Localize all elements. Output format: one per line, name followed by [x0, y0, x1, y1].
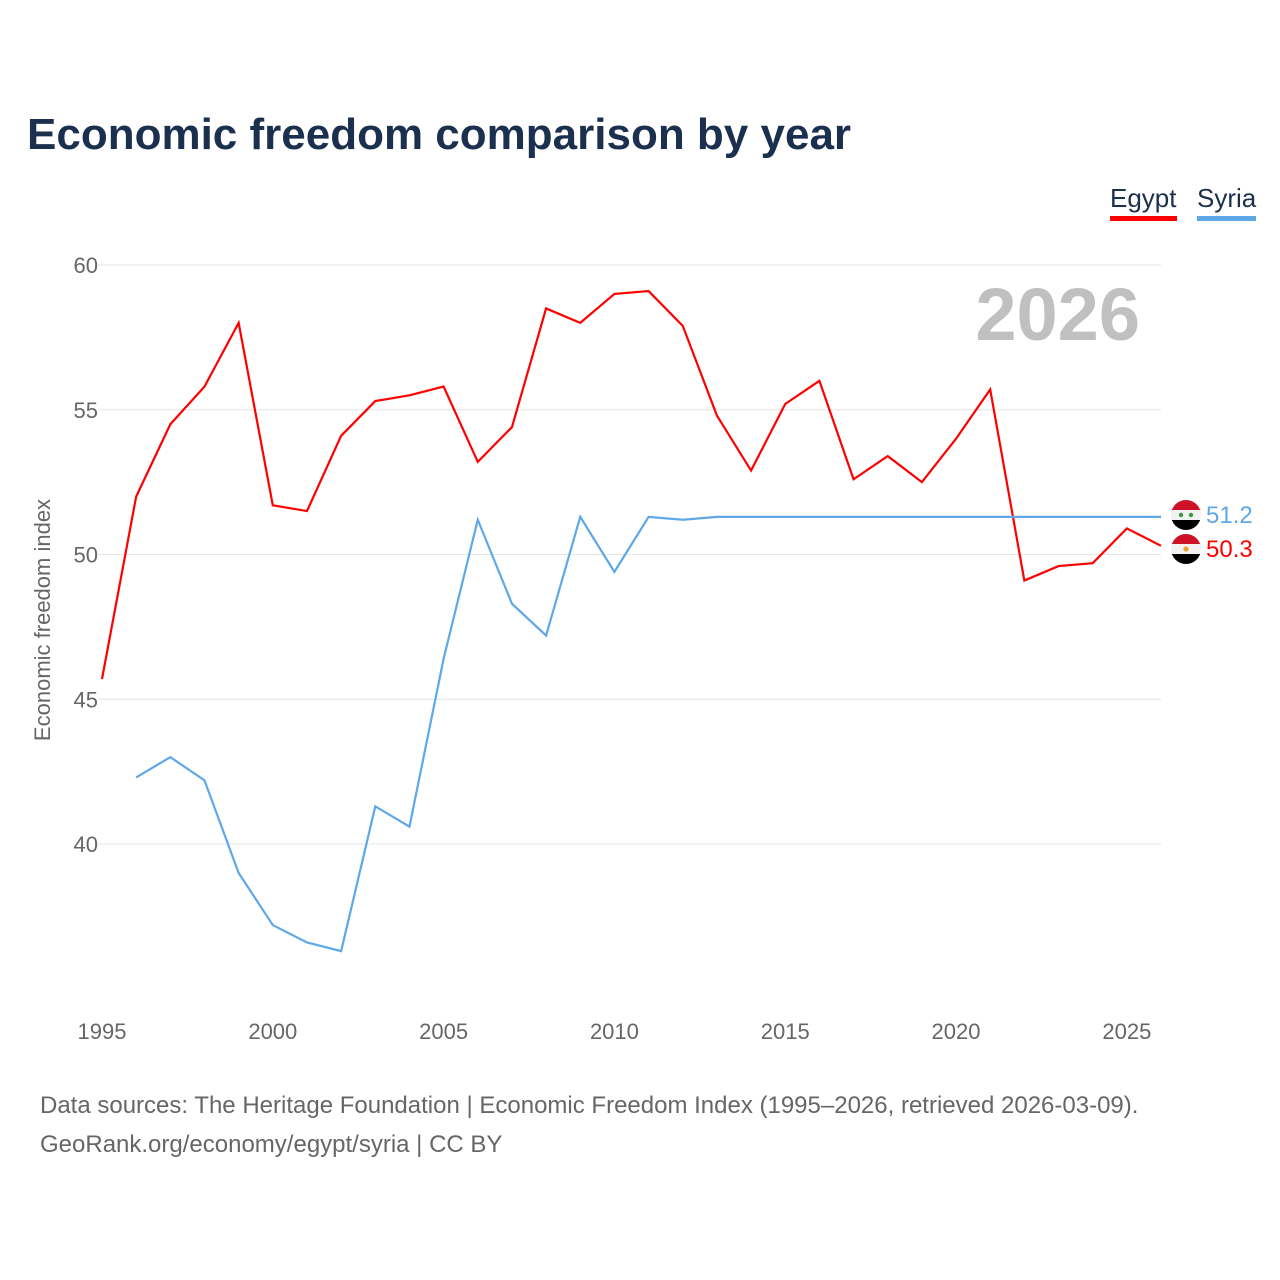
- source-note: Data sources: The Heritage Foundation | …: [40, 1086, 1138, 1164]
- flag-syria-icon: [1171, 500, 1201, 530]
- flag-egypt-icon: [1171, 534, 1201, 564]
- series-line-egypt: [100, 289, 1162, 680]
- x-tick-label: 2010: [590, 1019, 639, 1044]
- x-tick-label: 2005: [419, 1019, 468, 1044]
- legend-syria[interactable]: Syria: [1197, 183, 1257, 221]
- x-tick-label: 2000: [248, 1019, 297, 1044]
- y-axis-label: Economic freedom index: [30, 499, 55, 741]
- x-tick-label: 1995: [78, 1019, 127, 1044]
- legend-egypt[interactable]: Egypt: [1110, 183, 1177, 221]
- y-tick-label: 60: [74, 253, 98, 278]
- end-label-syria: 51.2: [1206, 502, 1253, 529]
- source-line-2[interactable]: GeoRank.org/economy/egypt/syria | CC BY: [40, 1131, 503, 1158]
- source-line-1: Data sources: The Heritage Foundation | …: [40, 1092, 1139, 1119]
- chart-title: Economic freedom comparison by year: [27, 110, 852, 159]
- y-tick-label: 40: [74, 832, 98, 857]
- x-tick-label: 2015: [761, 1019, 810, 1044]
- series-line-syria: [135, 514, 1161, 953]
- year-watermark: 2026: [975, 273, 1140, 356]
- x-tick-label: 2020: [932, 1019, 981, 1044]
- y-tick-label: 50: [74, 543, 98, 568]
- y-tick-label: 55: [74, 398, 98, 423]
- y-tick-label: 45: [74, 687, 98, 712]
- x-tick-label: 2025: [1102, 1019, 1151, 1044]
- end-label-egypt: 50.3: [1206, 536, 1253, 563]
